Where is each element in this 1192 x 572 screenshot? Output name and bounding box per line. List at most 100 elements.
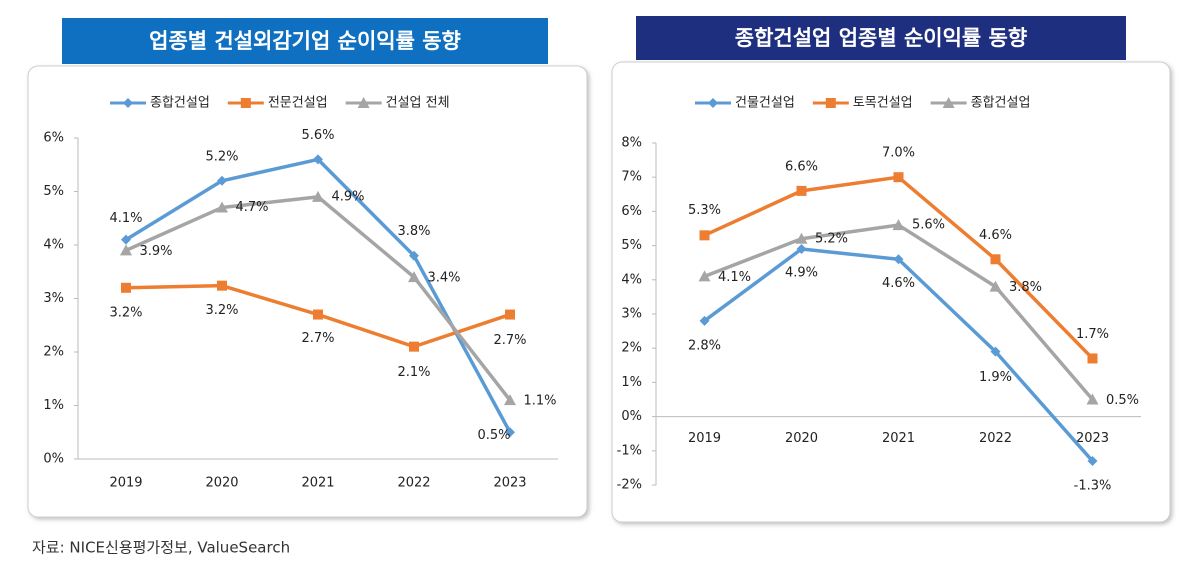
marker (990, 346, 1001, 357)
data-label: 4.1% (109, 211, 142, 226)
y-tick-label: 5% (621, 238, 642, 253)
data-label: 1.1% (523, 394, 556, 409)
data-label: -1.3% (1074, 479, 1112, 494)
legend-marker (825, 98, 836, 108)
x-tick-label: 2020 (205, 476, 238, 491)
data-label: 5.6% (301, 128, 334, 143)
marker (796, 244, 807, 255)
marker (795, 232, 808, 244)
y-tick-label: 5% (43, 184, 64, 199)
data-label: 4.9% (331, 189, 364, 204)
marker (990, 254, 1001, 265)
y-tick-label: -1% (617, 443, 642, 458)
marker (796, 185, 807, 196)
data-label: 3.2% (205, 303, 238, 318)
marker (217, 280, 227, 291)
legend-label: 종합건설업 (150, 96, 210, 111)
y-tick-label: 2% (43, 345, 64, 360)
data-label: 2.8% (688, 338, 721, 353)
x-tick-label: 2023 (1076, 431, 1109, 446)
legend-marker (708, 98, 718, 108)
chart-title: 종합건설업 업종별 순이익률 동향 (735, 26, 1027, 50)
x-tick-label: 2019 (109, 476, 142, 491)
legend-marker (942, 97, 955, 108)
x-tick-label: 2021 (301, 476, 334, 491)
y-tick-label: 1% (621, 375, 642, 390)
data-label: 5.2% (815, 231, 848, 246)
data-label: 5.6% (912, 218, 945, 233)
legend-marker (240, 98, 251, 108)
x-tick-label: 2022 (979, 431, 1012, 446)
marker (409, 250, 419, 261)
data-label: 3.4% (427, 271, 460, 286)
data-label: 7.0% (882, 146, 915, 161)
y-tick-label: 3% (621, 307, 642, 322)
legend-label: 건설업 전체 (386, 96, 450, 111)
y-tick-label: 6% (43, 131, 64, 146)
legend-marker (357, 97, 370, 108)
y-tick-label: 4% (621, 272, 642, 287)
marker (989, 280, 1002, 292)
marker (217, 175, 227, 186)
marker (121, 234, 131, 245)
marker (893, 254, 904, 265)
legend-label: 토목건설업 (853, 96, 913, 111)
y-tick-label: -2% (617, 478, 642, 493)
chart-title: 업종별 건설외감기업 순이익률 동향 (149, 29, 461, 53)
x-tick-label: 2020 (785, 431, 818, 446)
marker (313, 309, 323, 320)
panel (27, 65, 588, 518)
marker (1087, 456, 1098, 467)
marker (312, 190, 324, 202)
data-label: 4.7% (235, 200, 268, 215)
panel (611, 61, 1171, 523)
data-label: 4.6% (882, 276, 915, 291)
y-tick-label: 8% (621, 136, 642, 151)
marker (120, 244, 132, 256)
y-tick-label: 1% (43, 398, 64, 413)
marker (698, 270, 711, 282)
legend-marker (123, 98, 133, 108)
y-tick-label: 7% (621, 170, 642, 185)
marker (313, 154, 323, 165)
data-label: 3.9% (139, 244, 172, 259)
data-label: 2.7% (493, 333, 526, 348)
title-banner (62, 18, 548, 64)
data-label: 4.9% (785, 266, 818, 281)
y-tick-label: 0% (43, 452, 64, 467)
marker (1086, 393, 1099, 405)
marker (892, 219, 905, 231)
marker (505, 309, 515, 320)
legend-label: 종합건설업 (971, 96, 1031, 111)
x-tick-label: 2021 (882, 431, 915, 446)
data-label: 1.9% (979, 370, 1012, 385)
marker (409, 341, 419, 352)
marker (893, 172, 904, 183)
x-tick-label: 2019 (688, 431, 721, 446)
marker (504, 394, 516, 406)
data-label: 4.1% (718, 270, 751, 285)
data-label: 3.8% (1009, 280, 1042, 295)
y-tick-label: 6% (621, 204, 642, 219)
marker (216, 201, 228, 213)
legend-label: 전문건설업 (268, 96, 328, 111)
data-label: 0.5% (1106, 393, 1139, 408)
data-label: 0.5% (477, 428, 510, 443)
data-label: 4.6% (979, 228, 1012, 243)
data-label: 3.8% (397, 224, 430, 239)
marker (1087, 353, 1098, 364)
marker (699, 315, 710, 326)
title-banner (636, 16, 1126, 60)
source-note: 자료: NICE신용평가정보, ValueSearch (32, 539, 290, 557)
data-label: 2.1% (397, 365, 430, 380)
legend-label: 건물건설업 (735, 96, 795, 111)
marker (121, 282, 131, 293)
data-label: 3.2% (109, 305, 142, 320)
data-label: 5.2% (205, 149, 238, 164)
data-label: 1.7% (1076, 327, 1109, 342)
y-tick-label: 4% (43, 238, 64, 253)
marker (505, 427, 515, 438)
y-tick-label: 0% (621, 409, 642, 424)
x-tick-label: 2023 (493, 476, 526, 491)
